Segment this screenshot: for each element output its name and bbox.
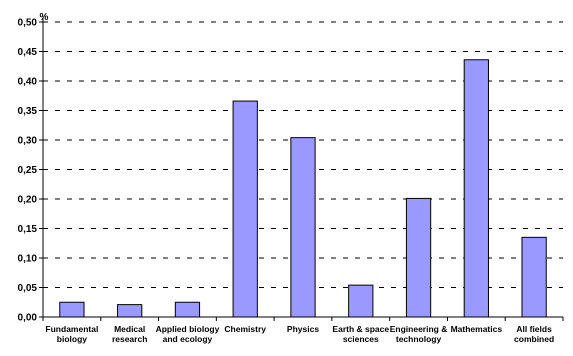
bar xyxy=(290,137,316,318)
y-tick-label: 0,00 xyxy=(18,313,38,324)
bar xyxy=(117,304,143,318)
y-tick-label: 0,40 xyxy=(18,77,38,88)
x-category-label: sciences xyxy=(343,334,379,344)
y-tick-label: 0,35 xyxy=(18,106,38,117)
x-category-label: Engineering & xyxy=(390,324,448,334)
x-category-label: Chemistry xyxy=(224,324,266,334)
y-tick-label: 0,15 xyxy=(18,224,38,235)
x-category-label: Fundamental xyxy=(45,324,98,334)
axes xyxy=(39,18,564,321)
y-axis-unit: % xyxy=(40,12,49,23)
bar xyxy=(232,100,258,318)
y-tick-label: 0,05 xyxy=(18,283,38,294)
y-tick-label: 0,30 xyxy=(18,136,38,147)
x-category-label: Earth & space xyxy=(332,324,389,334)
bar xyxy=(405,197,432,318)
x-category-label: All fields xyxy=(516,324,552,334)
x-category-label: Applied biology xyxy=(156,324,220,334)
x-category-label: technology xyxy=(396,334,442,344)
bar xyxy=(348,284,374,318)
x-category-label: research xyxy=(112,334,147,344)
bar xyxy=(463,59,489,318)
x-category-label: combined xyxy=(514,334,554,344)
bar xyxy=(174,301,201,318)
x-category-label: Medical xyxy=(114,324,145,334)
x-category-label: and ecology xyxy=(163,334,213,344)
y-tick-label: 0,25 xyxy=(18,165,38,176)
x-category-label: Physics xyxy=(287,324,319,334)
y-tick-label: 0,20 xyxy=(18,195,38,206)
bar xyxy=(59,301,85,318)
y-tick-label: 0,50 xyxy=(18,18,38,29)
y-tick-labels: 0,00 0,05 0,10 0,15 0,20 0,25 0,30 0,35 0,40 0,45… xyxy=(18,18,38,324)
x-category-label: biology xyxy=(57,334,87,344)
x-category-label: Mathematics xyxy=(451,324,503,334)
bar xyxy=(521,236,547,318)
y-tick-label: 0,45 xyxy=(18,47,38,58)
y-tick-label: 0,10 xyxy=(18,254,38,265)
bars xyxy=(59,59,547,318)
